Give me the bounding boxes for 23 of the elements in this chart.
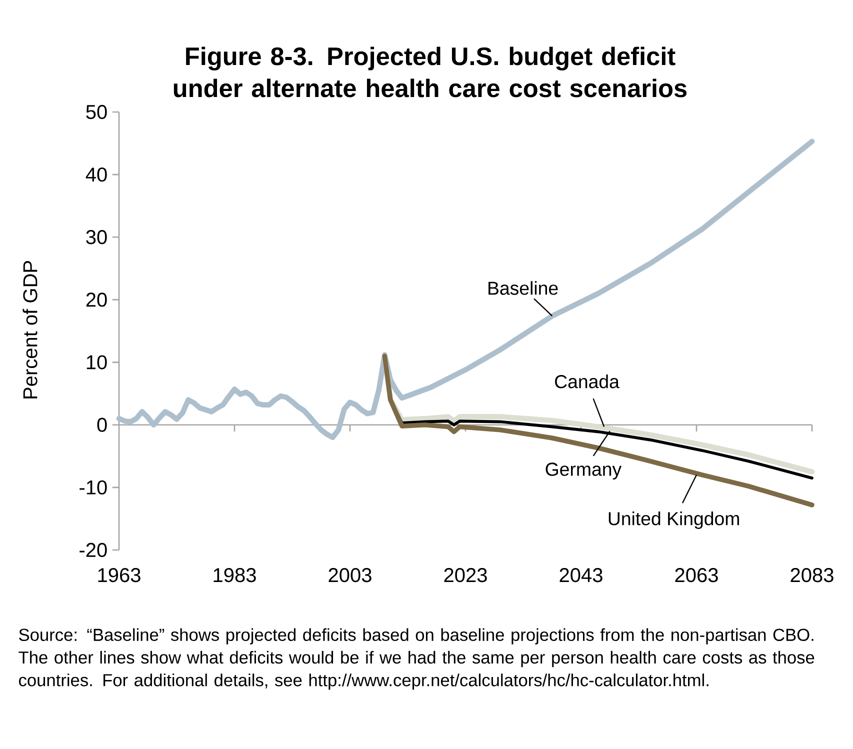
source-note: Source: “Baseline” shows projected deficits based on baseline projections from the non-partisan CBO. The other lines show what deficits would be if we had the same per person health care costs as those countries. For additional details, see http://www.cepr.net/calculators/hc/hc-calculator.html. bbox=[18, 628, 814, 690]
annotation: Baseline bbox=[488, 281, 558, 295]
y-tick-label: 30 bbox=[86, 230, 107, 244]
annotation: Canada bbox=[555, 374, 620, 388]
chart-title: Figure 8-3. Projected U.S. budget deficit under alternate health care cost scenarios bbox=[174, 46, 687, 98]
x-tick-label: 2043 bbox=[560, 568, 602, 582]
y-tick-label: -10 bbox=[80, 480, 107, 494]
x-tick-label: 2063 bbox=[675, 568, 718, 582]
x-tick-label: 1963 bbox=[98, 568, 140, 582]
y-tick-label: 50 bbox=[86, 104, 107, 120]
y-tick-label: -20 bbox=[80, 542, 107, 558]
annotation: United Kingdom bbox=[608, 512, 739, 529]
x-tick-label: 2023 bbox=[444, 568, 487, 582]
line-series bbox=[382, 354, 814, 508]
x-tick-label: 2083 bbox=[790, 568, 834, 582]
annotation: Germany bbox=[546, 462, 622, 480]
y-axis-title: Percent of GDP bbox=[22, 261, 38, 398]
y-tick-label: 10 bbox=[86, 355, 107, 370]
y-tick-label: 40 bbox=[86, 167, 107, 182]
x-tick-label: 1983 bbox=[214, 568, 256, 582]
y-tick-label: 0 bbox=[97, 418, 107, 432]
x-tick-label: 2003 bbox=[328, 568, 372, 582]
y-tick-label: 20 bbox=[86, 292, 107, 307]
